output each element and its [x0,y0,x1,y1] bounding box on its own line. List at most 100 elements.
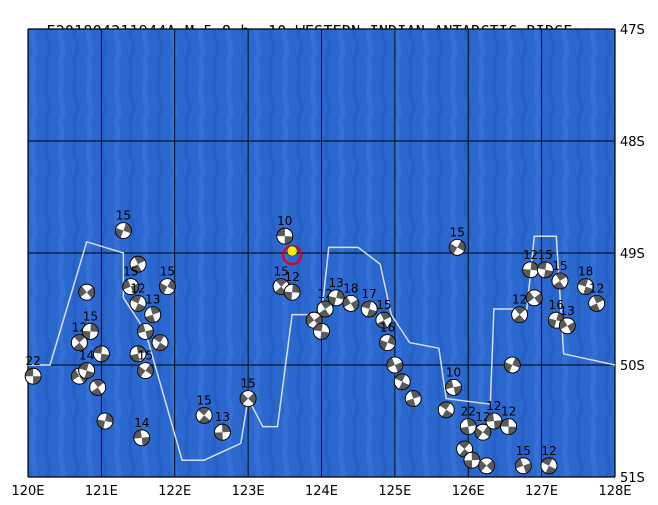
lon-tick-label: 126E [452,484,485,499]
mechanism-label: 15 [160,265,175,279]
lon-tick-label: 125E [378,484,411,499]
mechanism-label: 15 [83,309,98,323]
mechanism-label: 13 [329,276,344,290]
lon-tick-label: 124E [305,484,338,499]
mechanism-label: 18 [578,265,593,279]
focal-mechanism: 15 [448,225,466,256]
focal-mechanism [437,401,455,419]
lon-tick-label: 128E [598,484,631,499]
lon-tick-label: 127E [525,484,558,499]
mechanism-label: 14 [79,349,94,363]
focal-mechanism [313,322,330,340]
focal-mechanism [89,378,107,396]
focal-mechanism: 15 [114,209,132,240]
mechanism-label: 13 [560,304,575,318]
mechanism-label: 15 [138,349,153,363]
mechanism-label: 15 [516,444,531,458]
mechanism-label: 15 [538,248,553,262]
lat-tick-label: 48S [620,135,645,150]
mechanism-label: 13 [145,293,160,307]
mechanism-label: 10 [277,214,292,228]
focal-mechanism: 13 [558,304,576,335]
lon-tick-label: 122E [158,484,191,499]
focal-mechanism: 15 [136,349,154,380]
focal-mechanism: 10 [276,214,294,245]
focal-mechanism: 12 [540,444,558,475]
focal-mechanism [478,457,495,475]
mechanism-label: 12 [501,405,516,419]
focal-mechanism [129,345,147,363]
mechanism-label: 17 [362,287,377,301]
focal-mechanism: 15 [551,259,569,290]
mechanism-label: 12 [589,281,604,295]
focal-mechanism [463,451,481,469]
focal-mechanism: 15 [195,393,213,424]
mechanism-label: 15 [376,298,391,312]
mechanism-label: 12 [130,281,145,295]
focal-mechanism: 15 [375,298,393,329]
focal-mechanism: 10 [445,365,462,396]
focal-mechanism [503,356,521,374]
mechanism-label: 12 [523,248,538,262]
focal-mechanism [92,345,110,363]
mechanism-label: 18 [343,281,358,295]
focal-mechanism: 18 [577,265,595,296]
focal-mechanism: 12 [70,321,88,352]
focal-mechanism: 15 [81,309,99,340]
mechanism-label: 15 [274,265,289,279]
mechanism-label: 15 [450,225,465,239]
focal-mechanism [136,322,154,340]
focal-mechanism: 12 [283,270,301,301]
mechanism-label: 13 [215,410,230,424]
mechanism-label: 16 [380,321,395,335]
focal-mechanism: 17 [360,287,378,318]
focal-mechanism: 12 [588,281,606,312]
mechanism-label: 10 [446,365,461,379]
mechanism-label: 15 [552,259,567,273]
mechanism-label: 15 [196,393,211,407]
focal-mechanism: 14 [78,349,96,380]
focal-mechanism [386,356,404,374]
focal-mechanism: 12 [485,399,503,430]
lon-tick-label: 123E [232,484,265,499]
focal-mechanism: 18 [342,281,360,312]
main-event-marker [282,244,303,266]
lat-tick-label: 51S [620,471,645,486]
lat-tick-label: 47S [620,23,645,38]
mechanism-label: 12 [486,399,501,413]
focal-mechanism: 16 [379,321,396,352]
focal-mechanism: 13 [214,410,231,441]
mechanism-label: 12 [285,270,300,284]
focal-mechanism: 13 [327,276,345,307]
focal-mechanism: 14 [133,416,151,447]
focal-mechanism: 15 [514,444,532,475]
focal-mechanism [393,373,411,391]
mechanism-label: 14 [134,416,149,430]
focal-mechanism: 22 [24,354,42,385]
lon-tick-label: 120E [11,484,44,499]
graticule [27,28,616,478]
focal-mechanism: 12 [129,281,147,312]
focal-mechanism: 12 [511,293,529,324]
lon-tick-label: 121E [85,484,118,499]
focal-mechanism [525,289,543,307]
focal-mechanism: 15 [536,248,554,279]
mechanism-label: 15 [116,209,131,223]
focal-mechanism: 12 [522,248,540,279]
mechanism-label: 22 [461,405,476,419]
mechanism-label: 12 [541,444,556,458]
mechanism-label: 16 [549,298,564,312]
mechanism-label: 12 [512,293,527,307]
focal-mechanism: 15 [159,265,176,296]
ridge-line [28,235,616,461]
mechanism-label: 22 [25,354,40,368]
focal-mechanism [96,412,114,430]
axis-ticks: 120E 121E 122E 123E 124E 125E 126E 127E 128E 47S 4… [11,23,644,499]
focal-mechanism: 12 [500,405,518,436]
focal-mechanism: 13 [144,293,162,324]
focal-mechanism: 12 [474,410,492,441]
mechanism-label: 15 [123,265,138,279]
focal-mechanism [151,334,169,352]
